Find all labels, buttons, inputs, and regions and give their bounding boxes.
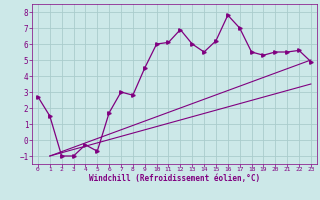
X-axis label: Windchill (Refroidissement éolien,°C): Windchill (Refroidissement éolien,°C) <box>89 174 260 183</box>
